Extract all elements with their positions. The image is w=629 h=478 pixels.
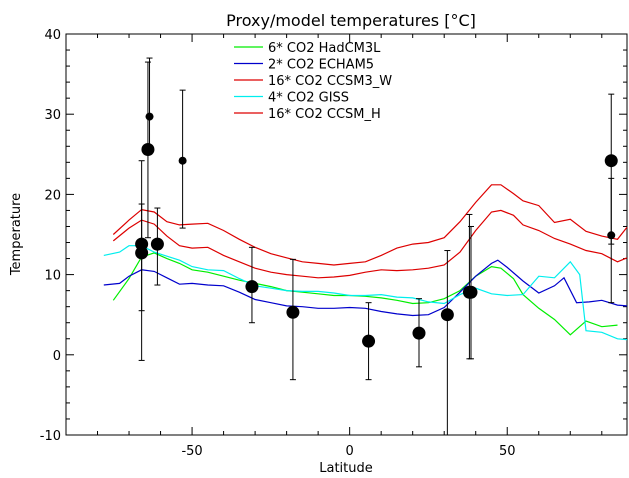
x-tick-label: 50	[499, 444, 516, 459]
y-axis: -10 0 10 20 30 40	[40, 28, 627, 444]
y-axis-label: Temperature	[9, 193, 24, 276]
proxy-point	[141, 142, 155, 156]
series-line-3	[112, 209, 628, 279]
proxy-point	[412, 326, 426, 340]
proxy-point	[178, 156, 187, 165]
legend-label-1: 6* CO2 HadCM3L	[268, 41, 381, 56]
legend-label-5: 16* CO2 CCSM_H	[268, 107, 381, 122]
series-line-2	[103, 259, 628, 317]
legend-label-3: 16* CO2 CCSM3_W	[268, 74, 392, 89]
y-tick-label: 0	[53, 349, 61, 364]
proxy-points	[135, 57, 618, 436]
x-axis: -50 0 50	[65, 34, 603, 459]
x-tick-label: -50	[181, 444, 202, 459]
y-tick-label: 10	[44, 269, 61, 284]
proxy-point	[607, 231, 616, 240]
legend-label-4: 4* CO2 GISS	[268, 91, 349, 106]
plot-frame	[65, 33, 628, 436]
series-lines	[103, 184, 628, 341]
proxy-point	[286, 305, 300, 319]
x-axis-label: Latitude	[319, 461, 373, 476]
y-tick-label: 30	[44, 108, 61, 123]
y-tick-label: 20	[44, 188, 61, 203]
series-line-1	[112, 252, 618, 336]
proxy-point	[464, 285, 478, 299]
proxy-point	[604, 154, 618, 168]
proxy-point	[362, 334, 376, 348]
y-tick-label: -10	[40, 429, 61, 444]
series-line-4	[103, 245, 628, 341]
x-tick-label: 0	[346, 444, 354, 459]
legend-label-2: 2* CO2 ECHAM5	[268, 58, 374, 73]
series-line-5	[112, 184, 628, 266]
proxy-point	[440, 308, 454, 322]
proxy-point	[150, 237, 164, 251]
proxy-point	[145, 112, 154, 121]
proxy-point	[245, 280, 259, 294]
proxy-point	[135, 237, 149, 251]
chart-title: Proxy/model temperatures [°C]	[226, 11, 476, 30]
y-tick-label: 40	[44, 28, 61, 43]
